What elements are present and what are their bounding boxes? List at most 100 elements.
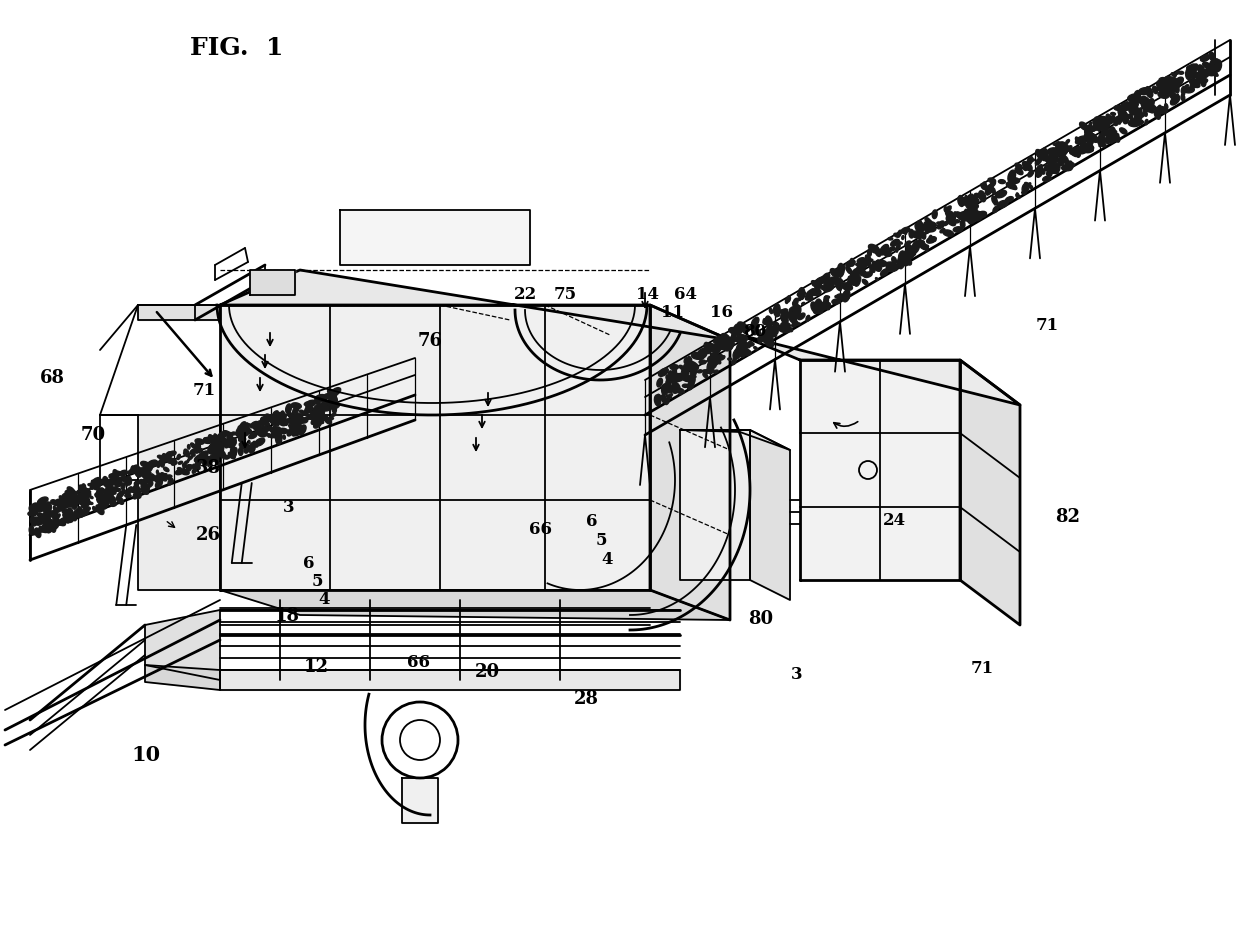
Ellipse shape: [275, 433, 281, 444]
Ellipse shape: [1093, 125, 1098, 131]
Ellipse shape: [167, 477, 171, 480]
Ellipse shape: [1040, 165, 1043, 170]
Ellipse shape: [1057, 142, 1062, 145]
Ellipse shape: [844, 294, 849, 299]
Ellipse shape: [943, 221, 949, 226]
Ellipse shape: [762, 336, 771, 343]
Ellipse shape: [900, 242, 902, 244]
Ellipse shape: [82, 505, 85, 507]
Ellipse shape: [789, 310, 794, 318]
Ellipse shape: [191, 449, 196, 453]
Ellipse shape: [1211, 63, 1217, 73]
Ellipse shape: [264, 416, 273, 421]
Ellipse shape: [279, 429, 287, 433]
Ellipse shape: [269, 426, 274, 432]
Ellipse shape: [732, 332, 737, 336]
Ellipse shape: [317, 402, 320, 406]
Ellipse shape: [1130, 103, 1139, 108]
Ellipse shape: [875, 248, 881, 257]
Ellipse shape: [37, 501, 42, 507]
Ellipse shape: [311, 411, 320, 417]
Ellipse shape: [763, 328, 771, 339]
Ellipse shape: [142, 470, 147, 477]
Ellipse shape: [793, 302, 799, 309]
Ellipse shape: [748, 342, 751, 345]
Ellipse shape: [195, 443, 201, 453]
Ellipse shape: [1201, 69, 1211, 79]
Ellipse shape: [258, 427, 264, 436]
Ellipse shape: [225, 442, 228, 444]
Ellipse shape: [688, 380, 694, 390]
Ellipse shape: [136, 468, 142, 477]
Ellipse shape: [893, 233, 900, 237]
Ellipse shape: [93, 507, 95, 511]
Ellipse shape: [320, 394, 325, 397]
Ellipse shape: [1053, 143, 1058, 145]
Ellipse shape: [1037, 153, 1048, 159]
Ellipse shape: [104, 493, 114, 499]
Ellipse shape: [307, 414, 316, 419]
Ellipse shape: [147, 460, 157, 468]
Ellipse shape: [1209, 52, 1215, 61]
Ellipse shape: [919, 238, 921, 242]
Ellipse shape: [45, 505, 51, 514]
Ellipse shape: [1025, 182, 1028, 184]
Ellipse shape: [1078, 146, 1080, 152]
Ellipse shape: [1022, 161, 1032, 170]
Ellipse shape: [162, 454, 167, 462]
Text: 5: 5: [595, 532, 607, 549]
Ellipse shape: [1108, 135, 1115, 140]
Ellipse shape: [316, 406, 322, 413]
Ellipse shape: [81, 484, 85, 493]
Ellipse shape: [74, 509, 84, 515]
Ellipse shape: [317, 398, 325, 402]
Ellipse shape: [178, 461, 182, 464]
Ellipse shape: [954, 219, 960, 223]
Ellipse shape: [312, 410, 317, 418]
Ellipse shape: [161, 473, 167, 480]
Ellipse shape: [767, 336, 773, 345]
Ellipse shape: [965, 195, 966, 199]
Ellipse shape: [929, 235, 932, 241]
Ellipse shape: [851, 272, 861, 281]
Ellipse shape: [870, 265, 875, 272]
Ellipse shape: [741, 348, 746, 357]
Ellipse shape: [269, 414, 278, 419]
Ellipse shape: [1048, 156, 1052, 160]
Ellipse shape: [208, 444, 216, 453]
Ellipse shape: [805, 290, 814, 299]
Ellipse shape: [1084, 126, 1090, 134]
Ellipse shape: [147, 482, 152, 487]
Ellipse shape: [686, 361, 699, 369]
Ellipse shape: [851, 269, 859, 279]
Ellipse shape: [769, 332, 777, 337]
Ellipse shape: [824, 296, 829, 305]
Ellipse shape: [698, 369, 703, 373]
Ellipse shape: [1214, 73, 1218, 76]
Ellipse shape: [727, 358, 732, 360]
Ellipse shape: [313, 419, 322, 428]
Ellipse shape: [276, 427, 281, 432]
Ellipse shape: [313, 404, 323, 412]
Ellipse shape: [1016, 194, 1020, 198]
Ellipse shape: [84, 495, 89, 506]
Ellipse shape: [211, 441, 217, 448]
Text: 12: 12: [304, 657, 328, 676]
Ellipse shape: [1063, 165, 1072, 170]
Ellipse shape: [776, 311, 778, 317]
Ellipse shape: [1170, 91, 1173, 94]
Ellipse shape: [740, 344, 747, 350]
Ellipse shape: [107, 494, 112, 497]
Ellipse shape: [914, 241, 924, 246]
Ellipse shape: [1110, 137, 1114, 142]
Ellipse shape: [887, 265, 898, 271]
Ellipse shape: [318, 413, 326, 419]
Ellipse shape: [747, 343, 755, 346]
Ellipse shape: [240, 421, 247, 429]
Ellipse shape: [37, 520, 42, 523]
Ellipse shape: [89, 496, 93, 498]
Ellipse shape: [1047, 148, 1058, 154]
Ellipse shape: [872, 261, 881, 271]
Ellipse shape: [1047, 172, 1052, 176]
Ellipse shape: [128, 476, 131, 482]
